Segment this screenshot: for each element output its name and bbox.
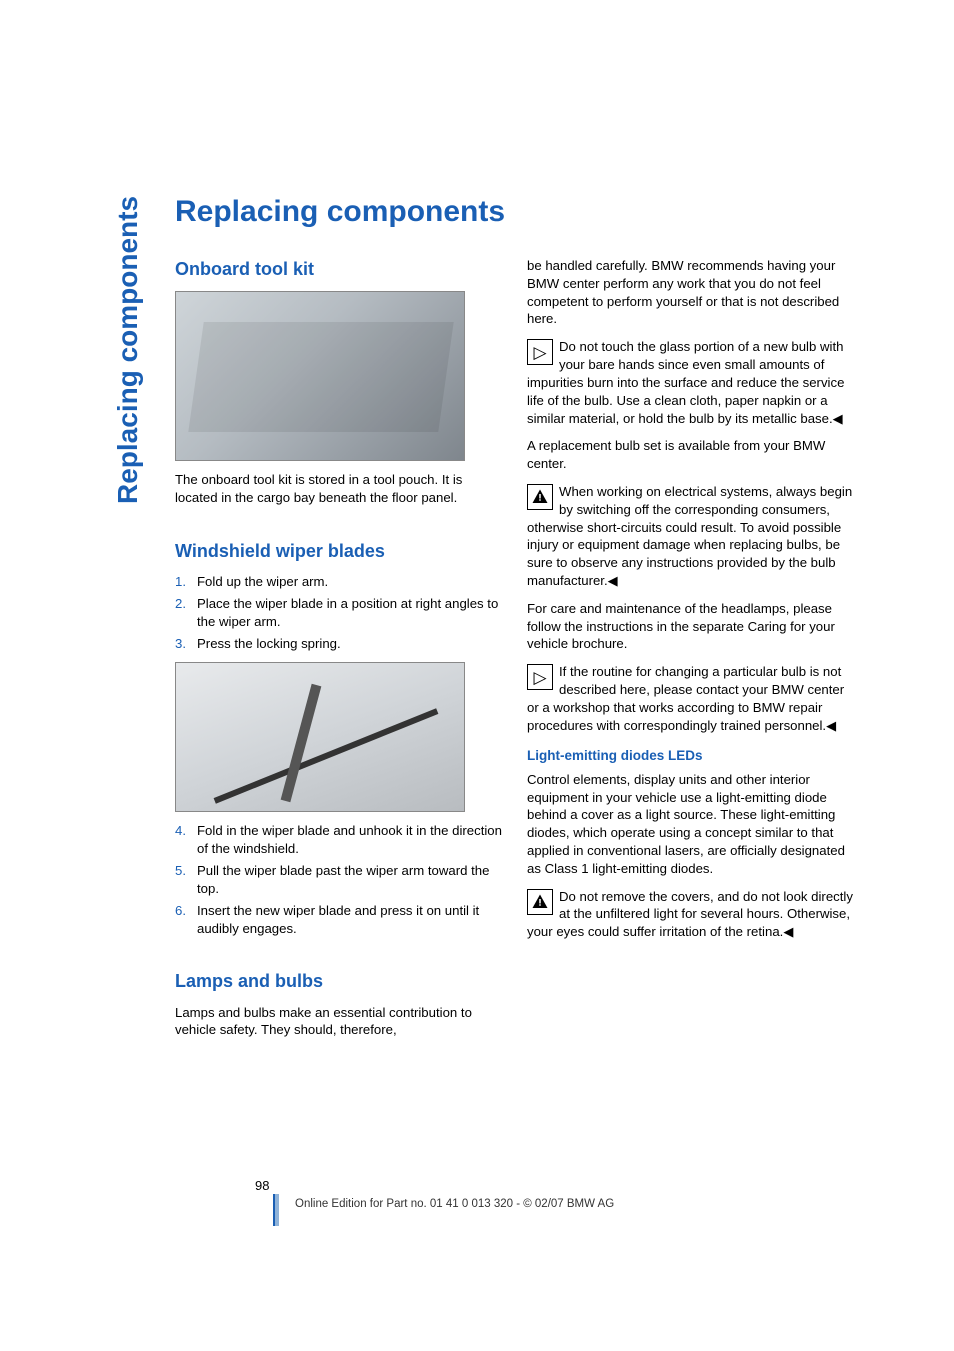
step-number: 1. <box>175 573 197 591</box>
warning-icon <box>527 484 553 510</box>
heading-leds: Light-emitting diodes LEDs <box>527 747 855 765</box>
left-column: Onboard tool kit The onboard tool kit is… <box>175 257 503 1049</box>
note-text: If the routine for changing a particular… <box>527 664 844 732</box>
wiper-steps-after-figure: 4.Fold in the wiper blade and unhook it … <box>175 822 503 937</box>
note-icon: ▷ <box>527 339 553 365</box>
note-callout: ▷ Do not touch the glass portion of a ne… <box>527 338 855 427</box>
step-number: 3. <box>175 635 197 653</box>
wiper-steps-before-figure: 1.Fold up the wiper arm. 2.Place the wip… <box>175 573 503 652</box>
page-number: 98 <box>255 1178 269 1193</box>
step-number: 5. <box>175 862 197 898</box>
heading-lamps-bulbs: Lamps and bulbs <box>175 969 503 993</box>
side-tab-label: Replacing components <box>112 196 144 504</box>
list-item: 3.Press the locking spring. <box>175 635 503 653</box>
list-item: 5.Pull the wiper blade past the wiper ar… <box>175 862 503 898</box>
body-replacement-set: A replacement bulb set is available from… <box>527 437 855 473</box>
note-text: Do not touch the glass portion of a new … <box>527 339 844 425</box>
step-text: Place the wiper blade in a position at r… <box>197 595 503 631</box>
step-text: Press the locking spring. <box>197 635 503 653</box>
step-number: 6. <box>175 902 197 938</box>
warning-callout: When working on electrical systems, alwa… <box>527 483 855 590</box>
step-number: 2. <box>175 595 197 631</box>
right-column: be handled carefully. BMW recommends hav… <box>527 257 855 1049</box>
body-lamps-intro: Lamps and bulbs make an essential contri… <box>175 1004 503 1040</box>
warning-callout: Do not remove the covers, and do not loo… <box>527 888 855 941</box>
figure-tool-kit <box>175 291 465 461</box>
note-callout: ▷ If the routine for changing a particul… <box>527 663 855 734</box>
warning-text: Do not remove the covers, and do not loo… <box>527 889 853 940</box>
step-number: 4. <box>175 822 197 858</box>
list-item: 1.Fold up the wiper arm. <box>175 573 503 591</box>
chapter-title: Replacing components <box>175 195 855 229</box>
footer-copyright: Online Edition for Part no. 01 41 0 013 … <box>295 1198 614 1210</box>
list-item: 4.Fold in the wiper blade and unhook it … <box>175 822 503 858</box>
body-lamps-continued: be handled carefully. BMW recommends hav… <box>527 257 855 328</box>
list-item: 2.Place the wiper blade in a position at… <box>175 595 503 631</box>
heading-onboard-tool-kit: Onboard tool kit <box>175 257 503 281</box>
warning-icon <box>527 889 553 915</box>
list-item: 6.Insert the new wiper blade and press i… <box>175 902 503 938</box>
page-marker-bar <box>273 1194 279 1226</box>
two-column-layout: Onboard tool kit The onboard tool kit is… <box>175 257 855 1049</box>
step-text: Insert the new wiper blade and press it … <box>197 902 503 938</box>
body-onboard-tool-kit: The onboard tool kit is stored in a tool… <box>175 471 503 507</box>
body-leds: Control elements, display units and othe… <box>527 771 855 878</box>
warning-text: When working on electrical systems, alwa… <box>527 484 852 588</box>
page-content: Replacing components Onboard tool kit Th… <box>175 195 855 1049</box>
figure-wiper-blade <box>175 662 465 812</box>
step-text: Pull the wiper blade past the wiper arm … <box>197 862 503 898</box>
step-text: Fold in the wiper blade and unhook it in… <box>197 822 503 858</box>
step-text: Fold up the wiper arm. <box>197 573 503 591</box>
note-icon: ▷ <box>527 664 553 690</box>
heading-wiper-blades: Windshield wiper blades <box>175 539 503 563</box>
body-care-maintenance: For care and maintenance of the headlamp… <box>527 600 855 653</box>
